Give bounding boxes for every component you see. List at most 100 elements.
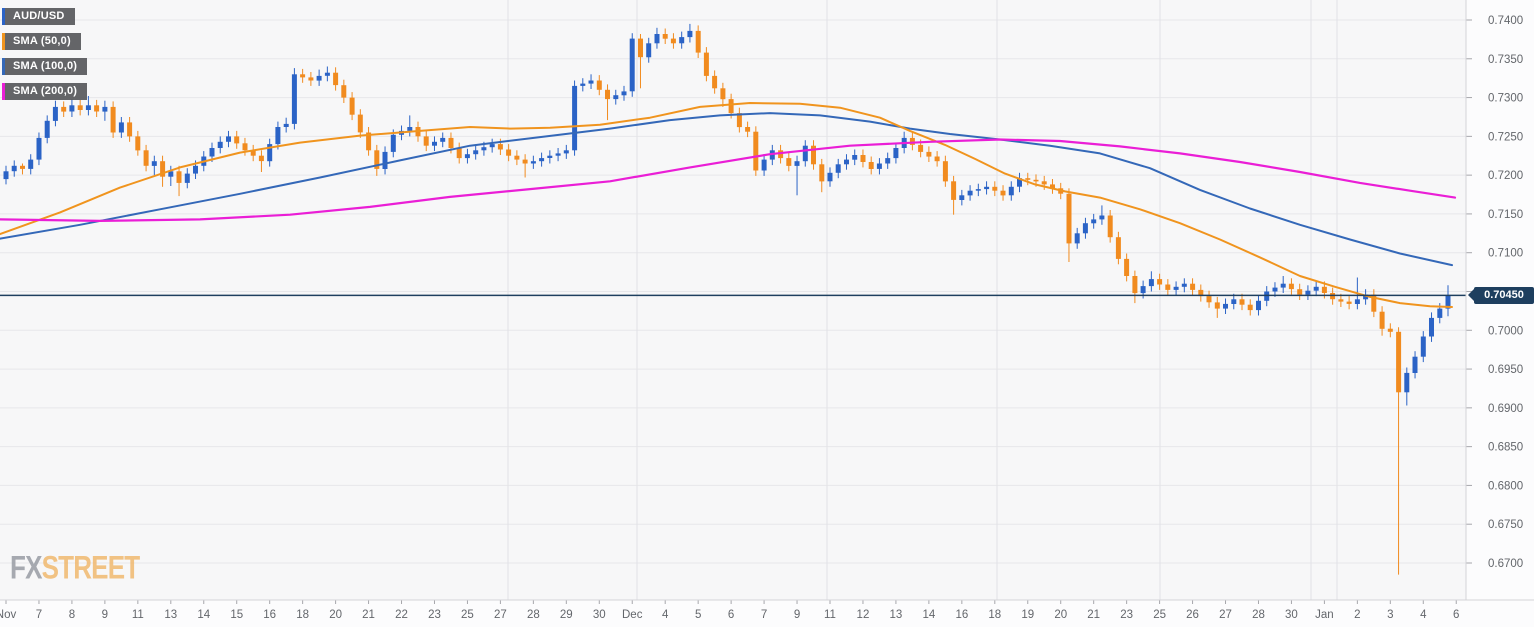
- x-axis-label: 11: [132, 609, 144, 621]
- y-axis-label: 0.6750: [1488, 519, 1523, 531]
- x-axis-label: 7: [761, 609, 767, 621]
- candle-up: [802, 145, 808, 162]
- candle-up: [1173, 286, 1179, 290]
- candle-up: [390, 134, 396, 152]
- candle-down: [77, 105, 83, 110]
- x-axis-label: 16: [955, 609, 968, 621]
- audusd-color-bar: [2, 8, 5, 25]
- x-axis-label: 23: [1120, 609, 1133, 621]
- candle-down: [662, 34, 668, 39]
- candle-down: [1115, 237, 1121, 259]
- candle-up: [1420, 336, 1426, 357]
- candle-up: [52, 106, 58, 121]
- candle-down: [1041, 181, 1047, 185]
- candle-up: [1256, 300, 1261, 311]
- x-axis-label: 2: [1354, 609, 1360, 621]
- candle-up: [481, 147, 487, 151]
- candle-down: [366, 132, 372, 151]
- x-axis-label: 11: [824, 609, 836, 621]
- y-axis-label: 0.7150: [1488, 209, 1523, 221]
- x-axis-label: 18: [296, 609, 309, 621]
- candle-down: [1198, 289, 1204, 297]
- candle-up: [151, 161, 157, 166]
- candle-down: [605, 89, 610, 100]
- candle-up: [613, 95, 619, 100]
- candle-down: [1338, 299, 1344, 302]
- candle-up: [464, 154, 470, 159]
- candle-down: [20, 165, 25, 169]
- x-axis-label: 6: [1453, 609, 1459, 621]
- legend-item-sma50[interactable]: SMA (50,0): [2, 33, 81, 50]
- x-axis-label: 27: [494, 609, 507, 621]
- candle-down: [720, 88, 726, 100]
- candle-down: [423, 136, 429, 146]
- legend-item-sma200[interactable]: SMA (200,0): [2, 83, 88, 100]
- y-axis-label: 0.6800: [1488, 480, 1523, 492]
- candle-down: [638, 38, 643, 58]
- legend-item-sma100[interactable]: SMA (100,0): [2, 58, 88, 75]
- candle-up: [28, 159, 34, 169]
- fxstreet-watermark: FXSTREET: [10, 549, 140, 587]
- candle-down: [522, 159, 528, 164]
- candle-up: [1313, 286, 1319, 291]
- sma200-line: [0, 138, 1457, 222]
- candle-up: [679, 37, 685, 44]
- candle-up: [407, 127, 413, 131]
- candle-up: [687, 30, 693, 38]
- candle-down: [456, 148, 462, 159]
- x-axis-label: 13: [164, 609, 177, 621]
- candle-up: [209, 148, 215, 157]
- x-axis-label: 19: [1021, 609, 1034, 621]
- candle-down: [1396, 331, 1402, 393]
- candle-up: [580, 83, 586, 86]
- x-axis-label: 21: [362, 609, 375, 621]
- candle-down: [1050, 184, 1055, 189]
- x-axis-label: Nov: [0, 609, 16, 621]
- candle-up: [885, 158, 891, 164]
- candle-down: [868, 162, 874, 169]
- x-axis-label: 23: [428, 609, 441, 621]
- candle-up: [555, 153, 561, 156]
- candle-up: [1445, 295, 1451, 309]
- candle-up: [11, 165, 17, 172]
- candle-up: [217, 141, 223, 148]
- x-axis-label: 25: [461, 609, 474, 621]
- x-axis-label: 9: [102, 609, 108, 621]
- candle-up: [1412, 356, 1418, 373]
- candle-up: [275, 127, 281, 145]
- candle-down: [745, 127, 751, 132]
- y-axis-label: 0.7300: [1488, 93, 1523, 105]
- legend-item-audusd[interactable]: AUD/USD: [2, 8, 75, 25]
- candle-down: [1025, 178, 1031, 180]
- legend-label-sma50: SMA (50,0): [13, 35, 71, 47]
- candle-up: [473, 150, 479, 155]
- candle-up: [382, 151, 388, 169]
- candle-up: [563, 150, 569, 154]
- candle-up: [1091, 219, 1097, 224]
- candle-down: [349, 97, 355, 115]
- candle-up: [975, 189, 981, 191]
- candle-up: [283, 123, 289, 127]
- candle-down: [242, 143, 248, 151]
- sma100-color-bar: [2, 58, 5, 75]
- candle-up: [629, 38, 635, 92]
- candle-down: [860, 155, 866, 162]
- y-axis-label: 0.7000: [1488, 325, 1523, 337]
- candle-up: [1231, 299, 1237, 304]
- candle-down: [1157, 279, 1163, 285]
- legend-label-sma100: SMA (100,0): [13, 60, 78, 72]
- candle-down: [250, 150, 256, 156]
- sma100-line: [0, 112, 1453, 267]
- x-axis-label: 7: [36, 609, 42, 621]
- candle-up: [547, 155, 553, 158]
- candle-up: [44, 120, 50, 138]
- x-axis-label: Dec: [622, 609, 643, 621]
- x-axis-label: 28: [1252, 609, 1265, 621]
- candle-down: [1247, 304, 1253, 311]
- x-axis-label: 9: [794, 609, 800, 621]
- candle-down: [753, 131, 759, 171]
- candle-down: [695, 30, 701, 53]
- candle-up: [1404, 372, 1410, 393]
